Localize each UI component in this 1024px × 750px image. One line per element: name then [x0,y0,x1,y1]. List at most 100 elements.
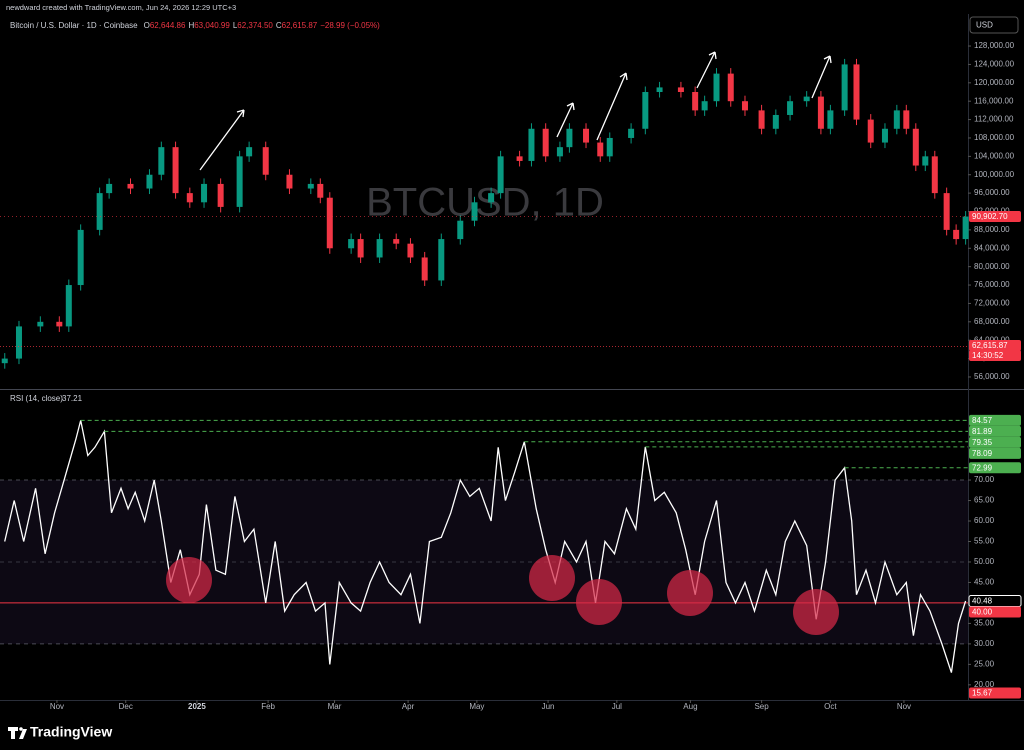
candle-body [922,156,929,166]
candle-body [457,220,464,240]
y-tick-label: 55.00 [974,537,995,546]
candle-body [931,156,938,194]
ohlc-key: L [233,21,238,30]
ohlc-value: 63,040.99 [194,21,230,30]
candle-body [488,193,495,203]
candle-body [853,64,860,120]
ohlc-value: 62,615.87 [282,21,318,30]
candle-body [912,128,919,166]
x-tick-label: Apr [402,702,415,711]
arrow [556,102,575,138]
y-tick-label: 96,000.00 [974,188,1010,197]
y-tick-label: 108,000.00 [974,133,1015,142]
peak-label-box [969,436,1021,448]
candle-body [37,321,44,327]
candle-body [656,87,663,92]
candle-body [186,193,193,203]
arrow [696,51,717,89]
candle-body [127,183,134,189]
y-tick-label: 88,000.00 [974,225,1010,234]
arrow [811,55,832,99]
candle-body [497,156,504,194]
last-price-label-box [969,211,1021,223]
candle-body [217,183,224,207]
y-tick-label: 124,000.00 [974,60,1015,69]
candle-body [953,229,960,240]
peak-label: 78.09 [972,449,993,458]
candle-body [262,147,269,175]
last-value-label: 40.48 [972,597,993,606]
logo-icon [8,727,27,739]
price-line-label-box [969,340,1021,352]
candle-body [146,174,153,189]
ohlc-value: 62,644.86 [150,21,186,30]
y-tick-label: 45.00 [974,578,995,587]
candle-body [583,128,590,143]
candle-body [772,114,779,129]
candle-body [96,193,103,230]
x-tick-label: Oct [824,702,837,711]
candle-body [407,243,414,258]
x-tick-label: Jul [612,702,622,711]
countdown-label: 14:30:52 [972,351,1004,360]
candle-body [158,147,165,175]
countdown-label-box [969,350,1021,362]
candle-body [713,73,720,102]
y-tick-label: 25.00 [974,659,995,668]
candle-body [867,119,874,143]
x-tick-label: Feb [261,702,275,711]
candle-body [65,285,72,327]
candle-body [326,197,333,249]
credit: newdward created with TradingView.com, J… [6,3,236,12]
candle-body [516,156,523,161]
candle-body [701,101,708,111]
highlight-circles [166,555,839,635]
candle-body [943,193,950,230]
x-tick-label: May [469,702,484,711]
x-tick-label: Dec [119,702,133,711]
y-tick-label: 80,000.00 [974,262,1010,271]
y-tick-label: 60.00 [974,516,995,525]
indicator-title: RSI (14, close) [10,394,63,403]
candle-body [962,216,969,240]
highlight-circle [166,557,212,603]
candle-body [201,183,208,203]
candle-body [286,174,293,189]
y-tick-label: 104,000.00 [974,151,1015,160]
x-tick-label: Mar [328,702,342,711]
candle-body [741,101,748,111]
candle-body [566,128,573,148]
panes: 128,000.00 124,000.00 120,000.00 116,000.00… [0,14,1024,711]
logo-dot [19,727,23,731]
y-tick-label: 56,000.00 [974,372,1010,381]
y-tick-label: 128,000.00 [974,41,1015,50]
y-tick-label: 70.00 [974,475,995,484]
candle-body [727,73,734,102]
candle-body [106,183,113,194]
x-tick-label: Jun [542,702,555,711]
candle-body [692,92,699,111]
peak-label-box [969,462,1021,474]
candle-body [542,128,549,157]
ohlc-key: C [276,21,282,30]
candle-body [841,64,848,111]
candle-body [376,239,383,258]
candle-body [421,257,428,281]
symbol: Bitcoin / U.S. Dollar · 1D · Coinbase [10,21,138,30]
arrow [596,72,628,141]
currency-button[interactable] [969,16,1019,34]
candle-body [628,128,635,138]
candle-body [15,326,22,359]
candle-body [1,358,8,364]
y-tick-label: 120,000.00 [974,78,1015,87]
candle-body [597,142,604,157]
ohlc-key: H [188,21,194,30]
y-tick-label: 35.00 [974,619,995,628]
candle-body [606,137,613,157]
annotation-arrows [199,51,832,171]
candle-body [803,96,810,102]
arrow [199,109,245,171]
x-tick-label: Aug [683,702,697,711]
price-line-label: 62,615.87 [972,341,1008,350]
peak-label-box [969,414,1021,426]
